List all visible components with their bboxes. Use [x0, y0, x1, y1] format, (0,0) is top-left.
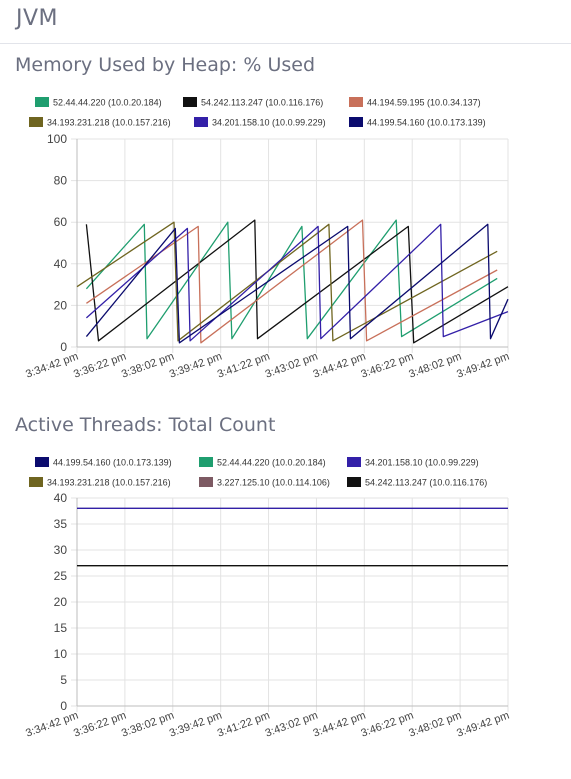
- y-tick-label: 5: [60, 673, 67, 687]
- legend-label: 44.194.59.195 (10.0.34.137): [367, 98, 481, 108]
- x-tick-label: 3:44:42 pm: [312, 710, 368, 740]
- series-line: [86, 219, 498, 344]
- active-threads-chart: 44.199.54.160 (10.0.173.139) 52.44.44.220…: [24, 457, 511, 740]
- y-tick-label: 100: [47, 132, 67, 146]
- x-tick-label: 3:43:02 pm: [264, 351, 320, 381]
- y-tick-label: 35: [54, 517, 68, 531]
- x-tick-label: 3:34:42 pm: [24, 351, 80, 381]
- x-tick-label: 3:41:22 pm: [216, 351, 272, 381]
- legend-label: 54.242.113.247 (10.0.116.176): [201, 98, 323, 108]
- legend-swatch: [183, 97, 197, 107]
- legend-swatch: [29, 477, 43, 487]
- legend-swatch: [347, 457, 361, 467]
- legend-label: 3.227.125.10 (10.0.114.106): [217, 478, 330, 488]
- legend-swatch: [35, 457, 49, 467]
- legend-label: 44.199.54.160 (10.0.173.139): [367, 118, 486, 128]
- legend-label: 34.193.231.218 (10.0.157.216): [47, 478, 171, 488]
- x-tick-label: 3:41:22 pm: [216, 710, 272, 740]
- series-line: [85, 219, 509, 344]
- x-tick-label: 3:38:02 pm: [120, 710, 176, 740]
- y-tick-label: 40: [54, 491, 68, 505]
- x-tick-label: 3:49:42 pm: [455, 351, 511, 381]
- x-tick-label: 3:43:02 pm: [264, 710, 320, 740]
- series-line: [85, 219, 498, 340]
- x-tick-label: 3:48:02 pm: [407, 710, 463, 740]
- legend-swatch: [194, 117, 208, 127]
- x-tick-label: 3:36:22 pm: [72, 351, 128, 381]
- legend-swatch: [35, 97, 49, 107]
- title-divider: [0, 43, 571, 44]
- x-tick-label: 3:38:02 pm: [120, 351, 176, 381]
- legend-label: 52.44.44.220 (10.0.20.184): [53, 98, 162, 108]
- y-tick-label: 60: [54, 215, 68, 229]
- y-tick-label: 20: [54, 298, 68, 312]
- x-tick-label: 3:46:22 pm: [359, 710, 415, 740]
- x-tick-label: 3:36:22 pm: [72, 710, 128, 740]
- y-tick-label: 15: [54, 621, 68, 635]
- x-tick-label: 3:48:02 pm: [407, 351, 463, 381]
- legend-label: 34.201.158.10 (10.0.99.229): [212, 118, 326, 128]
- legend-label: 52.44.44.220 (10.0.20.184): [217, 458, 326, 468]
- legend-swatch: [347, 477, 361, 487]
- x-tick-label: 3:46:22 pm: [359, 351, 415, 381]
- x-tick-label: 3:39:42 pm: [168, 351, 224, 381]
- threads-chart-title: Active Threads: Total Count: [15, 414, 276, 436]
- legend-swatch: [199, 457, 213, 467]
- y-tick-label: 25: [54, 569, 68, 583]
- legend-swatch: [199, 477, 213, 487]
- legend-swatch: [349, 117, 363, 127]
- x-tick-label: 3:39:42 pm: [168, 710, 224, 740]
- page-title: JVM: [16, 6, 59, 31]
- y-tick-label: 20: [54, 595, 68, 609]
- y-tick-label: 80: [54, 174, 68, 188]
- heap-memory-chart: 52.44.44.220 (10.0.20.184) 54.242.113.247…: [24, 97, 511, 381]
- series-line: [85, 223, 509, 342]
- heap-chart-title: Memory Used by Heap: % Used: [15, 54, 316, 76]
- legend-label: 34.193.231.218 (10.0.157.216): [47, 118, 171, 128]
- legend-label: 44.199.54.160 (10.0.173.139): [53, 458, 172, 468]
- legend-label: 34.201.158.10 (10.0.99.229): [365, 458, 479, 468]
- legend-swatch: [349, 97, 363, 107]
- y-tick-label: 30: [54, 543, 68, 557]
- legend-swatch: [29, 117, 43, 127]
- legend-label: 54.242.113.247 (10.0.116.176): [365, 478, 487, 488]
- series-line: [76, 221, 498, 342]
- y-tick-label: 0: [60, 340, 67, 354]
- y-tick-label: 0: [60, 699, 67, 713]
- x-tick-label: 3:34:42 pm: [24, 710, 80, 740]
- x-tick-label: 3:44:42 pm: [312, 351, 368, 381]
- series-line: [85, 223, 509, 344]
- y-tick-label: 40: [54, 257, 68, 271]
- x-tick-label: 3:49:42 pm: [455, 710, 511, 740]
- y-tick-label: 10: [54, 647, 68, 661]
